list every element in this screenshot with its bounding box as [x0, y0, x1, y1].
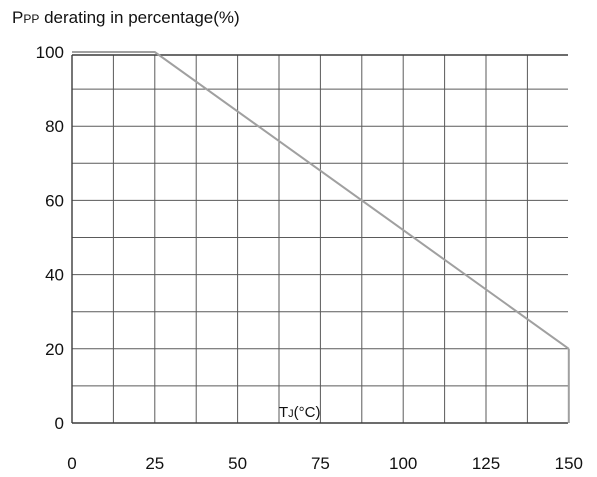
plot-frame	[71, 54, 568, 424]
y-tick-label: 100	[36, 43, 64, 62]
x-tick-label: 25	[145, 454, 164, 473]
x-axis-ticks: 0 25 50 75 100 125 150	[67, 454, 583, 473]
x-tick-label: 75	[311, 454, 330, 473]
series-layer	[72, 51, 570, 423]
chart-title-rest: derating in percentage(%)	[39, 8, 239, 27]
y-tick-label: 80	[45, 117, 64, 136]
y-tick-label: 40	[45, 266, 64, 285]
chart-title-sub: PP	[23, 12, 39, 26]
derating-curve	[72, 51, 570, 350]
x-tick-label: 150	[555, 454, 583, 473]
y-tick-label: 20	[45, 340, 64, 359]
x-tick-label: 50	[228, 454, 247, 473]
x-axis-label-rest: (°C)	[294, 404, 321, 421]
x-tick-label: 125	[472, 454, 500, 473]
grid	[72, 55, 568, 423]
y-axis-ticks: 0 20 40 60 80 100	[36, 43, 64, 433]
chart-title-main: P	[12, 8, 23, 27]
x-tick-label: 100	[389, 454, 417, 473]
x-axis-label: TJ(°C)	[279, 404, 321, 421]
y-tick-label: 0	[55, 414, 64, 433]
x-axis-label-main: T	[279, 404, 288, 421]
y-tick-label: 60	[45, 191, 64, 210]
x-tick-label: 0	[67, 454, 76, 473]
chart-title: PPP derating in percentage(%)	[12, 8, 240, 27]
x-axis-label-sub: J	[288, 408, 294, 420]
